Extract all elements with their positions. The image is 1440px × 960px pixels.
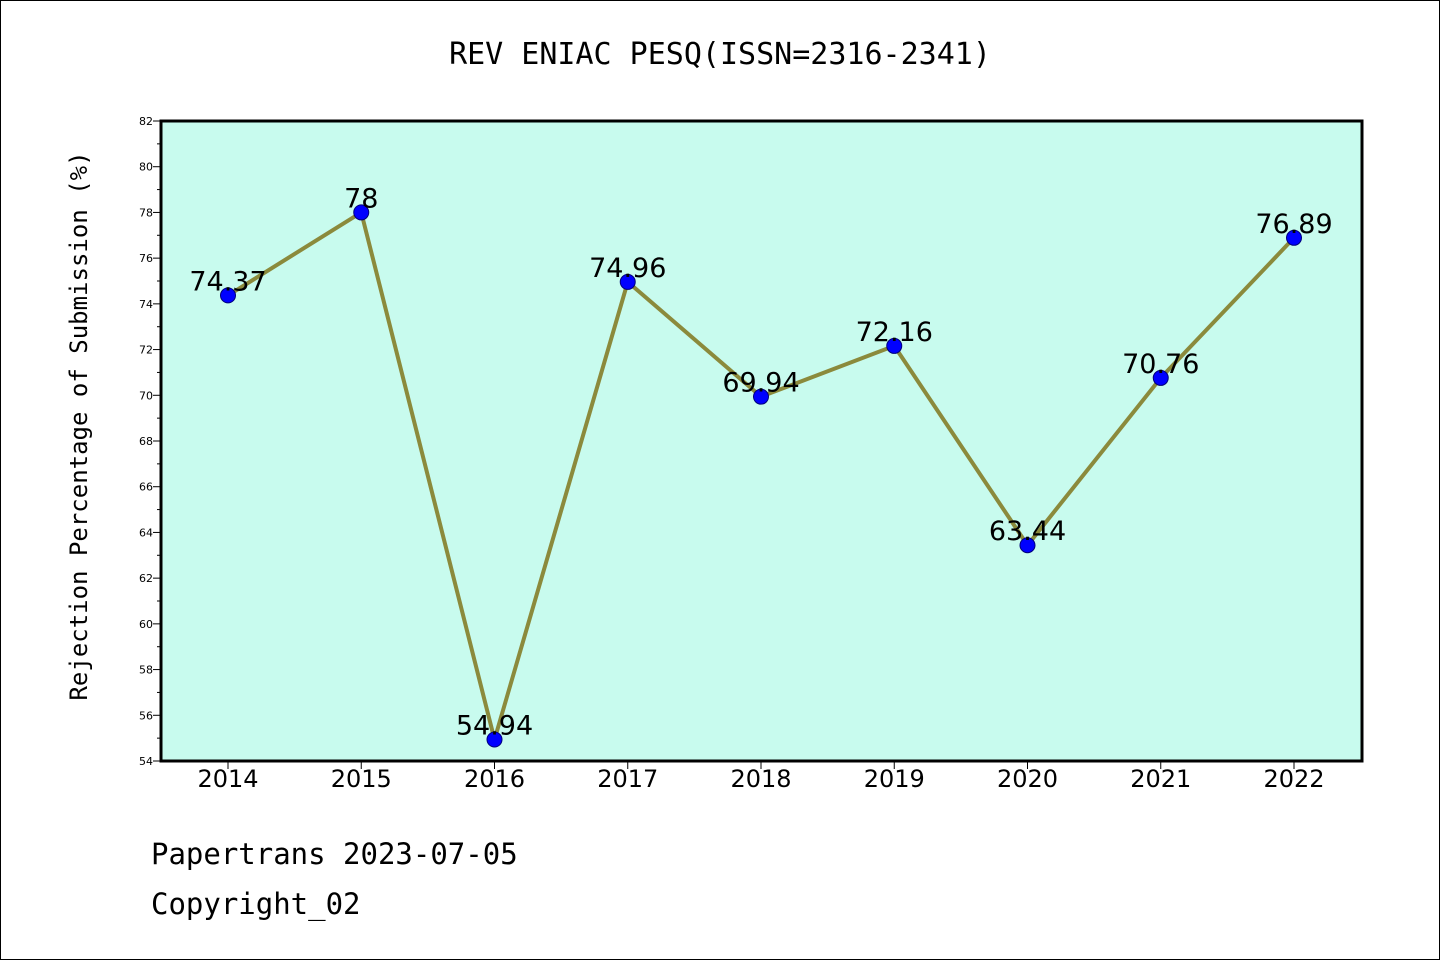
data-label: 63.44: [989, 516, 1066, 547]
y-tick-label: 76: [139, 252, 153, 265]
chart-title: REV ENIAC PESQ(ISSN=2316-2341): [449, 37, 991, 72]
y-axis: 54 56 58 60 62 64 66 68 70 72 74 76 78 80 82: [139, 115, 161, 768]
y-tick-label: 64: [139, 526, 153, 539]
footer-date: Papertrans 2023-07-05: [151, 837, 518, 871]
y-tick-label: 78: [139, 206, 153, 219]
y-tick-label: 58: [139, 664, 153, 677]
x-tick-label: 2020: [997, 765, 1058, 793]
y-tick-label: 62: [139, 572, 153, 585]
y-tick-label: 72: [139, 344, 153, 357]
data-markers: [220, 204, 1302, 748]
data-point: [753, 388, 769, 405]
data-point: [1152, 369, 1169, 386]
data-label: 76.89: [1255, 209, 1332, 240]
x-axis: 2014 2015 2016 2017 2018 2019 2020 2021 2022: [197, 761, 1325, 793]
data-point: [486, 731, 503, 748]
y-tick-label: 56: [139, 709, 153, 722]
data-point: [1019, 537, 1036, 554]
y-axis-label: Rejection Percentage of Submission (%): [65, 151, 93, 700]
y-tick-label: 66: [139, 481, 153, 494]
x-tick-label: 2016: [464, 765, 525, 793]
plot-border: [159, 119, 1364, 763]
data-label: 74.37: [189, 266, 266, 297]
x-tick-label: 2021: [1130, 765, 1191, 793]
y-tick-label: 74: [139, 298, 153, 311]
x-tick-label: 2015: [331, 765, 392, 793]
data-label: 72.16: [856, 317, 933, 348]
data-label: 74.96: [589, 253, 666, 284]
data-label: 78: [344, 183, 378, 214]
data-point: [886, 337, 903, 354]
footer-copyright: Copyright_02: [151, 887, 361, 921]
plot-area: [161, 121, 1362, 761]
y-tick-label: 60: [139, 618, 153, 631]
x-tick-label: 2014: [197, 765, 258, 793]
data-point: [1286, 229, 1302, 246]
data-point: [353, 204, 370, 221]
x-tick-label: 2017: [597, 765, 658, 793]
data-label: 70.76: [1122, 349, 1199, 380]
x-tick-label: 2019: [864, 765, 925, 793]
y-tick-label: 80: [139, 161, 153, 174]
y-tick-label: 68: [139, 435, 153, 448]
data-point: [220, 287, 236, 304]
y-tick-label: 54: [139, 755, 153, 768]
data-label: 54.94: [456, 711, 533, 742]
data-label: 69.94: [722, 368, 799, 399]
data-labels: 74.37 78 54.94 74.96 69.94 72.16 63.44 70.76 76.…: [189, 183, 1332, 741]
y-tick-label: 82: [139, 115, 153, 128]
y-tick-label: 70: [139, 389, 153, 402]
x-tick-label: 2018: [730, 765, 791, 793]
x-tick-label: 2022: [1263, 765, 1324, 793]
data-point: [619, 273, 636, 290]
